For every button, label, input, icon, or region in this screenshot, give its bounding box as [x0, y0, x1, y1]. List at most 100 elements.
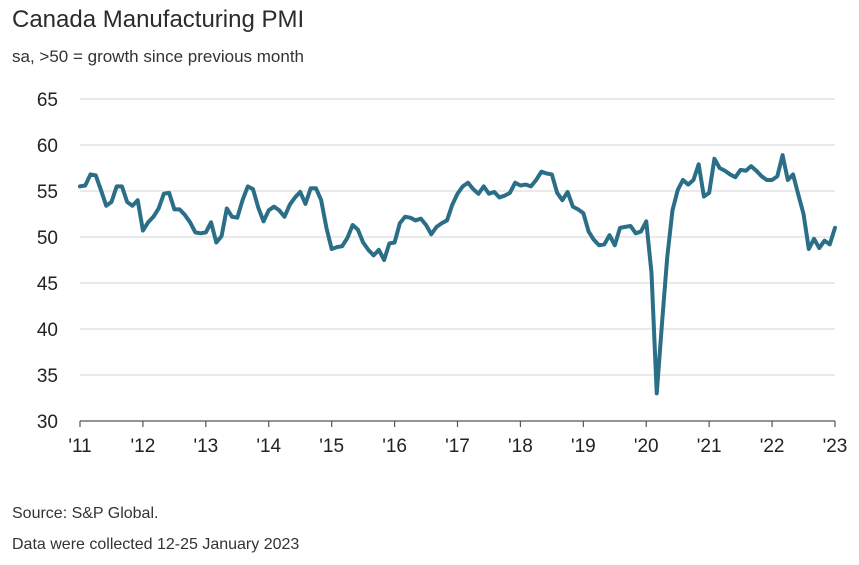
data-point: [733, 175, 737, 179]
data-point: [812, 237, 816, 241]
data-point: [686, 182, 690, 187]
data-point: [408, 216, 412, 220]
x-tick-label: '16: [382, 436, 407, 457]
data-point: [508, 191, 512, 195]
data-point: [665, 255, 669, 259]
data-point: [550, 172, 554, 177]
data-point: [770, 178, 774, 182]
data-point: [240, 198, 245, 202]
data-point: [183, 213, 187, 217]
data-point: [739, 168, 743, 172]
data-point: [534, 178, 538, 182]
data-point: [497, 195, 502, 200]
data-point: [828, 242, 832, 246]
data-point: [146, 220, 150, 224]
data-point: [88, 172, 93, 177]
data-point: [198, 231, 203, 235]
data-point: [634, 231, 638, 235]
source-note: Source: S&P Global.: [12, 505, 159, 522]
data-point: [539, 170, 543, 174]
x-tick-label: '21: [697, 436, 722, 457]
data-point: [592, 238, 596, 242]
data-point: [345, 236, 349, 240]
data-point: [293, 195, 297, 200]
data-point: [167, 191, 171, 195]
y-tick-label: 35: [37, 366, 58, 387]
data-point: [655, 391, 659, 395]
data-point: [99, 188, 103, 192]
data-point: [607, 233, 612, 237]
data-point: [780, 153, 785, 157]
data-point: [225, 206, 229, 211]
data-point: [413, 218, 418, 223]
data-point: [256, 205, 260, 210]
data-point: [162, 192, 166, 196]
chart-subtitle: sa, >50 = growth since previous month: [12, 47, 304, 66]
data-point: [434, 225, 439, 229]
data-point: [791, 172, 795, 177]
data-point: [130, 204, 135, 208]
data-point: [330, 247, 334, 251]
data-point: [366, 248, 370, 252]
data-point: [398, 221, 402, 225]
data-point: [555, 191, 559, 195]
y-tick-label: 60: [37, 136, 58, 157]
data-point: [581, 211, 585, 215]
data-point: [392, 240, 397, 245]
x-tick-label: '15: [319, 436, 344, 457]
data-point: [623, 225, 627, 229]
data-point: [476, 192, 481, 196]
y-tick-label: 45: [37, 274, 58, 295]
data-point: [718, 166, 722, 170]
data-point: [230, 215, 234, 219]
data-point: [424, 223, 428, 227]
data-point: [639, 229, 643, 234]
data-point: [377, 248, 381, 252]
data-point: [707, 191, 711, 195]
x-tick-label: '23: [823, 436, 848, 457]
x-tick-label: '19: [571, 436, 596, 457]
x-tick-label: '13: [193, 436, 218, 457]
data-point: [78, 184, 82, 188]
x-axis: '11 '12 '13 '14 '15 '16 '17 '18 '19 '20 '21 '22 '23: [68, 420, 848, 457]
data-point: [775, 174, 779, 178]
data-point: [817, 246, 821, 250]
chart-title: Canada Manufacturing PMI: [12, 6, 305, 33]
data-point: [403, 215, 407, 219]
data-point: [749, 164, 753, 168]
data-point: [691, 178, 696, 182]
data-point: [141, 228, 145, 233]
data-point: [419, 217, 423, 221]
data-point: [94, 173, 98, 177]
y-tick-label: 40: [37, 320, 58, 341]
data-point: [188, 220, 192, 224]
data-point: [104, 204, 108, 208]
data-point: [822, 239, 827, 243]
data-point: [277, 208, 281, 212]
data-point: [702, 194, 706, 199]
data-point: [482, 184, 486, 188]
data-point: [529, 184, 533, 188]
data-point: [676, 188, 680, 192]
data-point: [833, 226, 837, 230]
x-tick-label: '11: [68, 436, 91, 457]
gridlines: [80, 98, 835, 376]
x-tick-label: '18: [508, 436, 533, 457]
data-point: [267, 208, 271, 212]
data-point: [670, 208, 675, 212]
data-point: [618, 226, 622, 230]
data-point: [340, 244, 344, 248]
data-point: [125, 200, 129, 204]
data-point: [214, 240, 218, 245]
data-point: [723, 169, 727, 173]
data-point: [372, 253, 376, 257]
data-point: [461, 184, 465, 188]
data-point: [309, 186, 313, 190]
data-point: [518, 183, 523, 188]
data-point: [807, 247, 811, 251]
data-point: [335, 245, 339, 249]
data-point: [157, 206, 161, 211]
data-point: [586, 229, 591, 234]
data-point: [209, 220, 213, 224]
data-point: [712, 157, 717, 161]
